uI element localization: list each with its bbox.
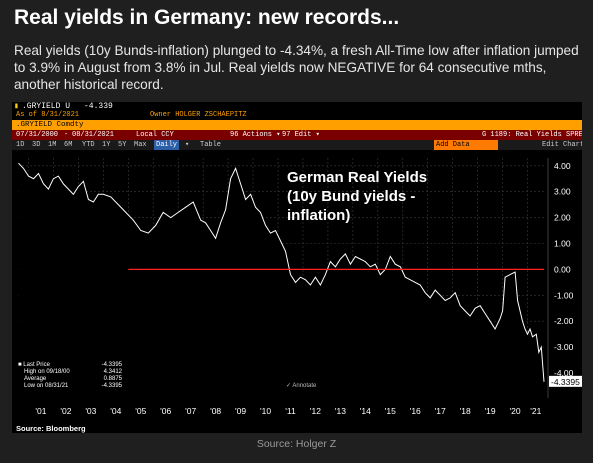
period-1y[interactable]: 1Y	[102, 141, 111, 149]
x-tick-label: '12	[310, 406, 321, 416]
function-bar: 07/31/2000 - 08/31/2021 Local CCY 96 Act…	[12, 130, 582, 140]
date-to[interactable]: 08/31/2021	[72, 131, 115, 139]
x-tick-label: '14	[360, 406, 371, 416]
ticker-arrow-icon: ▮	[14, 102, 19, 111]
x-tick-label: '15	[385, 406, 396, 416]
x-tick-label: '16	[410, 406, 421, 416]
headline: Real yields in Germany: new records...	[14, 6, 400, 29]
legend-high-value: 4.3412	[103, 369, 122, 375]
x-tick-label: '18	[460, 406, 471, 416]
x-tick-label: '07	[185, 406, 196, 416]
security-bar: .GRYIELD Comdty	[12, 120, 582, 130]
chart: 4.00 3.00 2.00 1.00 0.00 -1.00 -2.00 -3.00 -4.00…	[18, 158, 582, 416]
last-value-label: -4.3395	[551, 377, 580, 387]
x-tick-label: '08	[210, 406, 221, 416]
y-tick-label: 3.00	[554, 187, 571, 197]
period-1d[interactable]: 1D	[16, 141, 25, 149]
legend-low-value: -4.3395	[101, 383, 122, 389]
period-max[interactable]: Max	[134, 141, 147, 149]
chart-title-line: German Real Yields	[287, 169, 427, 186]
x-tick-label: '06	[160, 406, 171, 416]
actions-menu[interactable]: 96 Actions ▾	[230, 131, 281, 139]
y-tick-label: -2.00	[554, 316, 574, 326]
y-axis: 4.00 3.00 2.00 1.00 0.00 -1.00 -2.00 -3.00 -4.00	[547, 158, 574, 398]
series-line	[18, 162, 545, 382]
legend-last-label: Last Price	[23, 362, 50, 368]
period-3d[interactable]: 3D	[32, 141, 41, 149]
currency[interactable]: Local CCY	[136, 131, 174, 139]
owner-text: Owner HOLGER ZSCHAEPITZ	[150, 111, 247, 119]
period-6m[interactable]: 6M	[64, 141, 73, 149]
x-tick-label: '03	[85, 406, 96, 416]
x-tick-label: '01	[35, 406, 46, 416]
frequency-select[interactable]: Daily	[154, 140, 180, 150]
x-tick-label: '10	[260, 406, 271, 416]
function-title: G 1189: Real Yields SPREAD	[482, 131, 582, 139]
x-tick-label: '20	[510, 406, 521, 416]
x-tick-label: '05	[135, 406, 146, 416]
x-tick-label: '17	[435, 406, 446, 416]
ticker-line: .GRYIELD U	[22, 102, 71, 111]
period-bar: 1D 3D 1M 6M YTD 1Y 5Y Max Daily ▾ Table …	[12, 140, 582, 150]
y-tick-label: -4.00	[554, 368, 574, 378]
legend-average-label: Average	[24, 376, 47, 382]
legend-average-value: 0.8875	[103, 376, 122, 382]
edit-chart-button[interactable]: Edit Chart	[542, 141, 582, 149]
security-name[interactable]: .GRYIELD Comdty	[16, 121, 84, 129]
frequency-dropdown-icon[interactable]: ▾	[185, 141, 190, 149]
annotate-button[interactable]: ✓ Annotate	[286, 383, 317, 389]
period-ytd[interactable]: YTD	[82, 141, 95, 149]
chart-title-line: inflation)	[287, 207, 350, 224]
ticker-bar: ▮ .GRYIELD U -4.339	[12, 102, 582, 111]
y-tick-label: 2.00	[554, 213, 571, 223]
asof-bar: As of 8/31/2021 Owner HOLGER ZSCHAEPITZ	[12, 111, 582, 120]
y-tick-label: -1.00	[554, 290, 574, 300]
source-caption: Source: Holger Z	[256, 438, 337, 450]
period-1m[interactable]: 1M	[48, 141, 57, 149]
last-value-label-group: -4.3395	[549, 375, 582, 387]
table-button[interactable]: Table	[200, 141, 222, 149]
last-value-badge	[549, 375, 582, 387]
legend-last-value: -4.3395	[101, 362, 122, 368]
asof-text: As of 8/31/2021	[16, 111, 80, 119]
chart-title: German Real Yields (10y Bund yields - infl…	[287, 169, 427, 224]
chart-title-line: (10y Bund yields -	[287, 188, 415, 205]
x-tick-label: '19	[485, 406, 496, 416]
subtitle: Real yields (10y Bunds-inflation) plunge…	[14, 43, 579, 92]
y-tick-label: 0.00	[554, 264, 571, 274]
legend-high-label: High on 09/18/00	[24, 369, 70, 375]
legend-box: ■ Last Price -4.3395 High on 09/18/00 4.34…	[18, 362, 126, 400]
x-tick-label: '02	[60, 406, 71, 416]
y-tick-label: -3.00	[554, 342, 574, 352]
period-5y[interactable]: 5Y	[118, 141, 127, 149]
x-tick-label: '04	[110, 406, 121, 416]
x-tick-label: '21	[530, 406, 541, 416]
footnote: Source: Bloomberg	[16, 424, 86, 433]
date-sep: -	[64, 131, 69, 139]
annotate-icon: ✓	[286, 383, 293, 389]
legend-low-label: Low on 08/31/21	[24, 383, 69, 389]
x-axis: '01 '02 '03 '04 '05 '06 '07 '08 '09 '10 '11 '12 '13 '…	[35, 406, 541, 416]
y-tick-label: 4.00	[554, 161, 571, 171]
legend-last-swatch: ■	[18, 362, 24, 368]
y-tick-label: 1.00	[554, 239, 571, 249]
add-data-field[interactable]: Add Data	[434, 140, 498, 150]
x-tick-label: '09	[235, 406, 246, 416]
x-tick-label: '13	[335, 406, 346, 416]
x-tick-label: '11	[285, 406, 296, 416]
bloomberg-terminal: ▮ .GRYIELD U -4.339 As of 8/31/2021 Owne…	[12, 102, 582, 433]
edit-menu[interactable]: 97 Edit ▾	[282, 131, 320, 139]
series-area	[18, 163, 544, 404]
date-from[interactable]: 07/31/2000	[16, 131, 59, 139]
ticker-value: -4.339	[84, 102, 113, 111]
